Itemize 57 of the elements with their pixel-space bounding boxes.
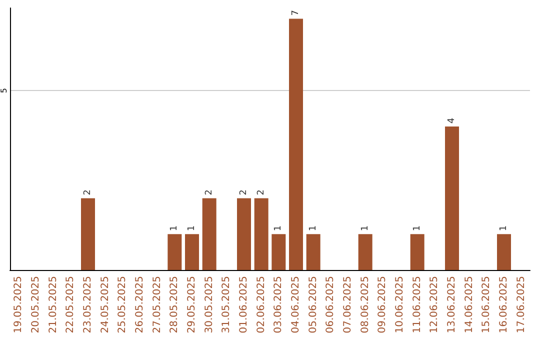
x-tick-label: 24.05.2025 [100, 276, 111, 334]
x-tick-label: 11.06.2025 [412, 276, 423, 334]
x-tick-label: 20.05.2025 [30, 276, 42, 334]
x-tick-label: 13.06.2025 [446, 276, 458, 334]
x-tick-label: 09.06.2025 [377, 276, 388, 334]
data-label: 1 [499, 225, 509, 232]
x-tick-label: 19.05.2025 [13, 276, 24, 334]
x-tick-label: 23.05.2025 [82, 276, 94, 334]
bar [272, 234, 286, 270]
x-tick-label: 15.06.2025 [481, 276, 492, 334]
bar [289, 18, 303, 270]
x-tick-label: 29.05.2025 [186, 276, 198, 334]
x-tick-label: 05.06.2025 [308, 276, 319, 334]
data-label: 1 [308, 225, 318, 232]
x-tick-label: 30.05.2025 [204, 276, 215, 334]
x-tick-label: 12.06.2025 [429, 276, 440, 334]
bar [202, 198, 216, 270]
bar [168, 234, 182, 270]
y-tick-label: 5 [0, 88, 8, 94]
x-tick-label: 07.06.2025 [342, 276, 354, 334]
data-label: 2 [204, 189, 214, 196]
x-tick-label: 08.06.2025 [360, 276, 371, 334]
bar [358, 234, 372, 270]
data-label: 1 [187, 225, 197, 232]
bar [237, 198, 251, 270]
x-tick-label: 03.06.2025 [273, 276, 284, 334]
data-label: 2 [239, 189, 249, 196]
bar [254, 198, 268, 270]
x-tick-label: 28.05.2025 [169, 276, 180, 334]
data-label: 1 [274, 225, 284, 232]
data-label: 1 [412, 225, 422, 232]
bar [445, 126, 459, 270]
x-tick-label: 02.06.2025 [256, 276, 267, 334]
x-tick-label: 17.06.2025 [516, 276, 527, 334]
x-tick-label: 04.06.2025 [290, 276, 302, 334]
data-label: 1 [360, 225, 370, 232]
x-tick-label: 01.06.2025 [238, 276, 250, 334]
bar [185, 234, 199, 270]
data-label: 2 [256, 189, 266, 196]
data-label: 2 [83, 189, 93, 196]
x-tick-label: 22.05.2025 [65, 276, 76, 334]
x-tick-label: 14.06.2025 [464, 276, 475, 334]
bar [410, 234, 424, 270]
x-tick-label: 27.05.2025 [152, 276, 163, 334]
data-label: 7 [291, 10, 301, 16]
x-tick-label: 25.05.2025 [117, 276, 128, 334]
x-tick-label: 31.05.2025 [221, 276, 232, 334]
data-label: 4 [447, 117, 457, 124]
bar [81, 198, 95, 270]
x-tick-label: 26.05.2025 [134, 276, 146, 334]
bar [306, 234, 320, 270]
x-tick-label: 21.05.2025 [48, 276, 59, 334]
x-tick-label: 06.06.2025 [325, 276, 336, 334]
data-label: 1 [170, 225, 180, 232]
x-tick-label: 16.06.2025 [498, 276, 510, 334]
bar [497, 234, 511, 270]
x-tick-label: 10.06.2025 [394, 276, 406, 334]
